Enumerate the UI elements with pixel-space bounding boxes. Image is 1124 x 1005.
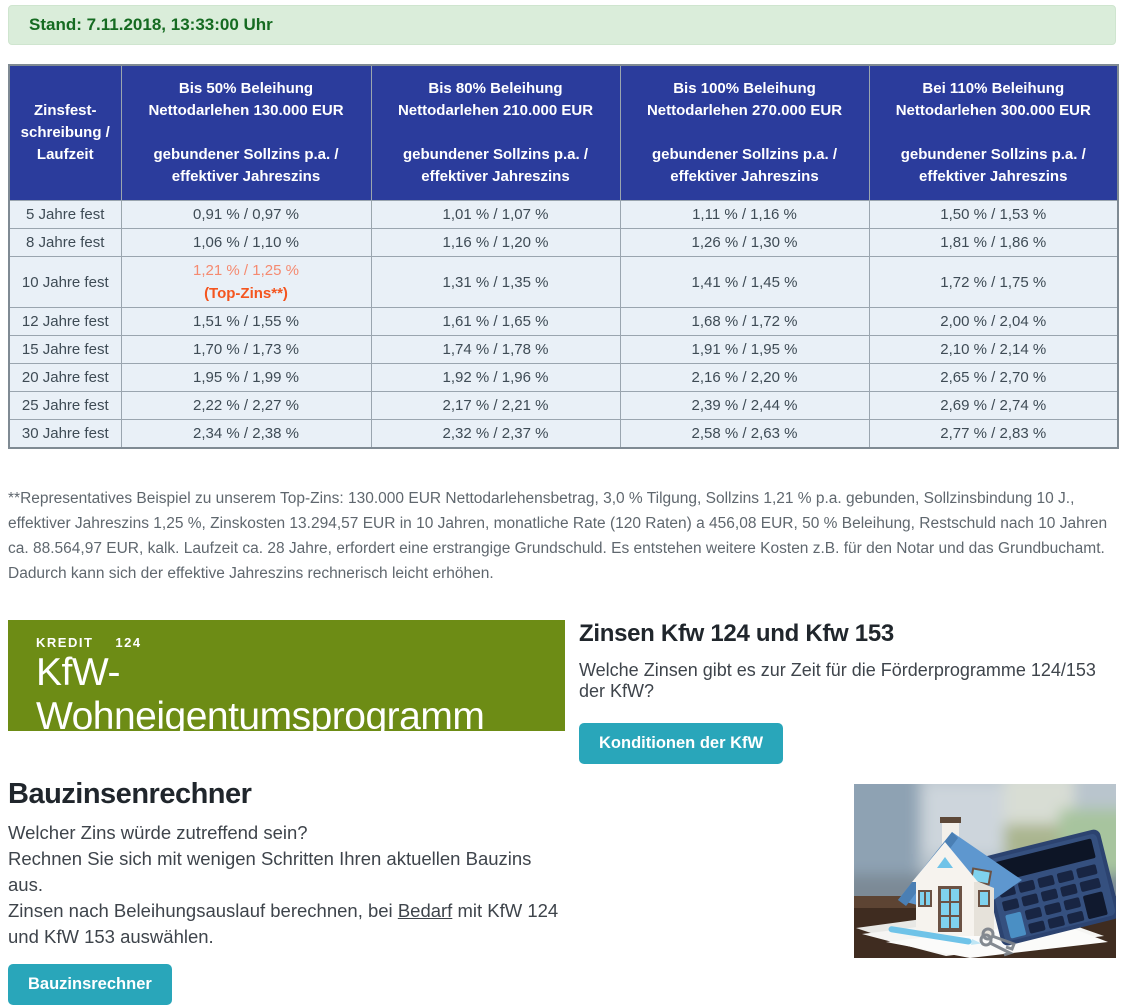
row-label: 25 Jahre fest	[8, 391, 122, 420]
rate-cell: 2,22 % / 2,27 %	[120, 391, 372, 420]
column-header-50-beleihung: Bis 50% Beleihung Nettodarlehen 130.000 …	[120, 64, 372, 201]
rate-cell: 1,26 % / 1,30 %	[619, 228, 870, 257]
table-row: 30 Jahre fest 2,34 % / 2,38 % 2,32 % / 2…	[8, 419, 1119, 449]
table-row: 25 Jahre fest 2,22 % / 2,27 % 2,17 % / 2…	[8, 391, 1119, 420]
house-graphic	[898, 817, 1022, 936]
table-row-top-zins: 10 Jahre fest 1,21 % / 1,25 % (Top-Zins*…	[8, 256, 1119, 308]
calculator-line3: Zinsen nach Beleihungsauslauf berechnen,…	[8, 898, 568, 950]
row-label: 15 Jahre fest	[8, 335, 122, 364]
rate-cell: 1,51 % / 1,55 %	[120, 307, 372, 336]
rate-cell: 2,17 % / 2,21 %	[370, 391, 621, 420]
column-header-100-beleihung: Bis 100% Beleihung Nettodarlehen 270.000…	[619, 64, 870, 201]
column-subtitle: gebundener Sollzins p.a. / effektiver Ja…	[153, 146, 339, 185]
rate-cell-top-zins: 1,21 % / 1,25 % (Top-Zins**)	[120, 256, 372, 308]
calculator-line2: Rechnen Sie sich mit wenigen Schritten I…	[8, 848, 532, 895]
table-row: 5 Jahre fest 0,91 % / 0,97 % 1,01 % / 1,…	[8, 200, 1119, 229]
rate-cell: 2,77 % / 2,83 %	[868, 419, 1119, 449]
house-calculator-image	[854, 784, 1116, 958]
kfw-banner-title: KfW-Wohneigentumsprogramm	[36, 651, 485, 738]
status-banner: Stand: 7.11.2018, 13:33:00 Uhr	[8, 5, 1116, 45]
table-corner-header: Zinsfest- schreibung / Laufzeit	[8, 64, 122, 201]
column-title: Bis 50% Beleihung Nettodarlehen 130.000 …	[148, 80, 344, 119]
rate-cell: 1,41 % / 1,45 %	[619, 256, 870, 308]
rate-cell: 1,61 % / 1,65 %	[370, 307, 621, 336]
rate-cell: 1,11 % / 1,16 %	[619, 200, 870, 229]
rate-cell: 2,69 % / 2,74 %	[868, 391, 1119, 420]
table-header-row: Zinsfest- schreibung / Laufzeit Bis 50% …	[8, 64, 1119, 201]
rate-cell: 1,50 % / 1,53 %	[868, 200, 1119, 229]
rate-cell: 1,31 % / 1,35 %	[370, 256, 621, 308]
column-title: Bei 110% Beleihung Nettodarlehen 300.000…	[895, 80, 1091, 119]
rate-cell: 2,00 % / 2,04 %	[868, 307, 1119, 336]
interest-rate-table: Zinsfest- schreibung / Laufzeit Bis 50% …	[8, 64, 1119, 449]
column-header-80-beleihung: Bis 80% Beleihung Nettodarlehen 210.000 …	[370, 64, 621, 201]
rate-cell: 1,06 % / 1,10 %	[120, 228, 372, 257]
kfw-program-banner[interactable]: KREDIT 124 KfW-Wohneigentumsprogramm Zur …	[8, 620, 565, 765]
status-banner-text: Stand: 7.11.2018, 13:33:00 Uhr	[29, 15, 273, 34]
rate-cell: 2,10 % / 2,14 %	[868, 335, 1119, 364]
kfw-banner-subtitle: Zur Finanzierung von selbstgenutztem Woh…	[36, 748, 396, 765]
kfw-kicker-label: KREDIT	[36, 635, 94, 650]
rate-cell: 1,95 % / 1,99 %	[120, 363, 372, 392]
kfw-heading: Zinsen Kfw 124 und Kfw 153	[579, 620, 894, 647]
rate-cell: 1,01 % / 1,07 %	[370, 200, 621, 229]
rate-cell: 2,16 % / 2,20 %	[619, 363, 870, 392]
rate-cell: 1,16 % / 1,20 %	[370, 228, 621, 257]
bauzinsrechner-button[interactable]: Bauzinsrechner	[8, 964, 172, 1005]
rate-cell: 1,91 % / 1,95 %	[619, 335, 870, 364]
table-row: 20 Jahre fest 1,95 % / 1,99 % 1,92 % / 1…	[8, 363, 1119, 392]
table-row: 15 Jahre fest 1,70 % / 1,73 % 1,74 % / 1…	[8, 335, 1119, 364]
rate-cell: 1,81 % / 1,86 %	[868, 228, 1119, 257]
kfw-text: Welche Zinsen gibt es zur Zeit für die F…	[579, 660, 1096, 701]
rate-cell: 1,72 % / 1,75 %	[868, 256, 1119, 308]
kfw-info-block: Zinsen Kfw 124 und Kfw 153 Welche Zinsen…	[579, 620, 1116, 764]
row-label: 10 Jahre fest	[8, 256, 122, 308]
row-label: 12 Jahre fest	[8, 307, 122, 336]
calculator-text-block: Bauzinsenrechner Welcher Zins würde zutr…	[0, 778, 620, 1005]
table-row: 12 Jahre fest 1,51 % / 1,55 % 1,61 % / 1…	[8, 307, 1119, 336]
calculator-line3-before: Zinsen nach Beleihungsauslauf berechnen,…	[8, 900, 398, 921]
calculator-line1: Welcher Zins würde zutreffend sein?	[8, 822, 308, 843]
row-label: 30 Jahre fest	[8, 419, 122, 449]
kfw-section: KREDIT 124 KfW-Wohneigentumsprogramm Zur …	[8, 620, 1116, 765]
kfw-conditions-button[interactable]: Konditionen der KfW	[579, 723, 784, 764]
row-label: 20 Jahre fest	[8, 363, 122, 392]
column-subtitle: gebundener Sollzins p.a. / effektiver Ja…	[402, 146, 589, 185]
column-title: Bis 100% Beleihung Nettodarlehen 270.000…	[646, 80, 843, 119]
representative-example-footnote: **Representatives Beispiel zu unserem To…	[8, 490, 1108, 582]
rate-cell: 1,70 % / 1,73 %	[120, 335, 372, 364]
bedarf-link[interactable]: Bedarf	[397, 900, 453, 921]
rate-cell: 2,34 % / 2,38 %	[120, 419, 372, 449]
rate-cell: 2,58 % / 2,63 %	[619, 419, 870, 449]
top-zins-note: (Top-Zins**)	[204, 285, 288, 302]
column-title: Bis 80% Beleihung Nettodarlehen 210.000 …	[397, 80, 594, 119]
top-zins-value: 1,21 % / 1,25 %	[193, 262, 299, 279]
column-header-110-beleihung: Bei 110% Beleihung Nettodarlehen 300.000…	[868, 64, 1119, 201]
rate-cell: 2,32 % / 2,37 %	[370, 419, 621, 449]
column-subtitle: gebundener Sollzins p.a. / effektiver Ja…	[651, 146, 838, 185]
calculator-section: Bauzinsenrechner Welcher Zins würde zutr…	[0, 778, 1116, 1005]
rate-cell: 0,91 % / 0,97 %	[120, 200, 372, 229]
rate-cell: 1,74 % / 1,78 %	[370, 335, 621, 364]
rate-cell: 1,92 % / 1,96 %	[370, 363, 621, 392]
kfw-banner-kicker: KREDIT 124	[36, 635, 565, 650]
calculator-heading: Bauzinsenrechner	[8, 778, 252, 810]
rate-cell: 1,68 % / 1,72 %	[619, 307, 870, 336]
table-row: 8 Jahre fest 1,06 % / 1,10 % 1,16 % / 1,…	[8, 228, 1119, 257]
row-label: 5 Jahre fest	[8, 200, 122, 229]
row-label: 8 Jahre fest	[8, 228, 122, 257]
kfw-program-number: 124	[115, 635, 142, 650]
column-subtitle: gebundener Sollzins p.a. / effektiver Ja…	[900, 146, 1086, 185]
rate-cell: 2,39 % / 2,44 %	[619, 391, 870, 420]
rate-cell: 2,65 % / 2,70 %	[868, 363, 1119, 392]
